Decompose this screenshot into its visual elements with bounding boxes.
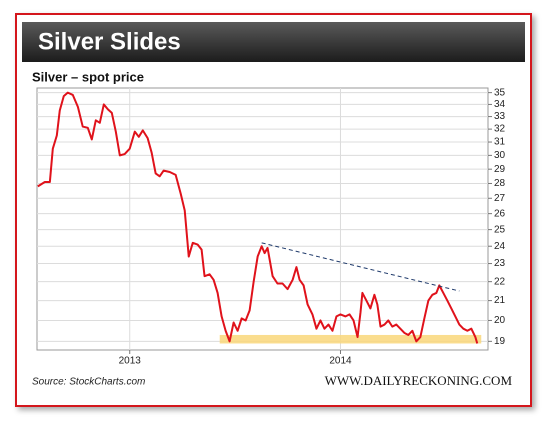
y-tick-label: 23 [494,258,506,269]
y-tick-label: 29 [494,164,506,175]
chart-subtitle: Silver – spot price [32,69,144,84]
y-tick-label: 21 [494,295,506,306]
y-tick-label: 28 [494,178,506,189]
y-tick-label: 34 [494,99,506,110]
y-tick-label: 35 [494,87,506,98]
y-tick-label: 31 [494,137,506,148]
y-tick-label: 27 [494,193,506,204]
header-bar [22,22,525,62]
y-tick-label: 25 [494,224,506,235]
y-tick-label: 32 [494,124,506,135]
y-tick-label: 33 [494,111,506,122]
y-tick-label: 26 [494,208,506,219]
plot-area [36,87,489,351]
x-tick-label: 2013 [119,356,142,367]
support-band [219,334,482,344]
price-line [37,91,479,344]
y-tick-label: 22 [494,276,506,287]
y-tick-label: 20 [494,315,506,326]
x-tick-label: 2014 [329,356,352,367]
y-tick-label: 30 [494,150,506,161]
y-tick-label: 24 [494,241,506,252]
chart-title: Silver Slides [38,28,181,55]
source: Source: StockCharts.com [32,377,145,388]
credit: WWW.DAILYRECKONING.COM [325,373,513,388]
y-tick-label: 19 [494,336,506,347]
trendline [261,242,460,292]
